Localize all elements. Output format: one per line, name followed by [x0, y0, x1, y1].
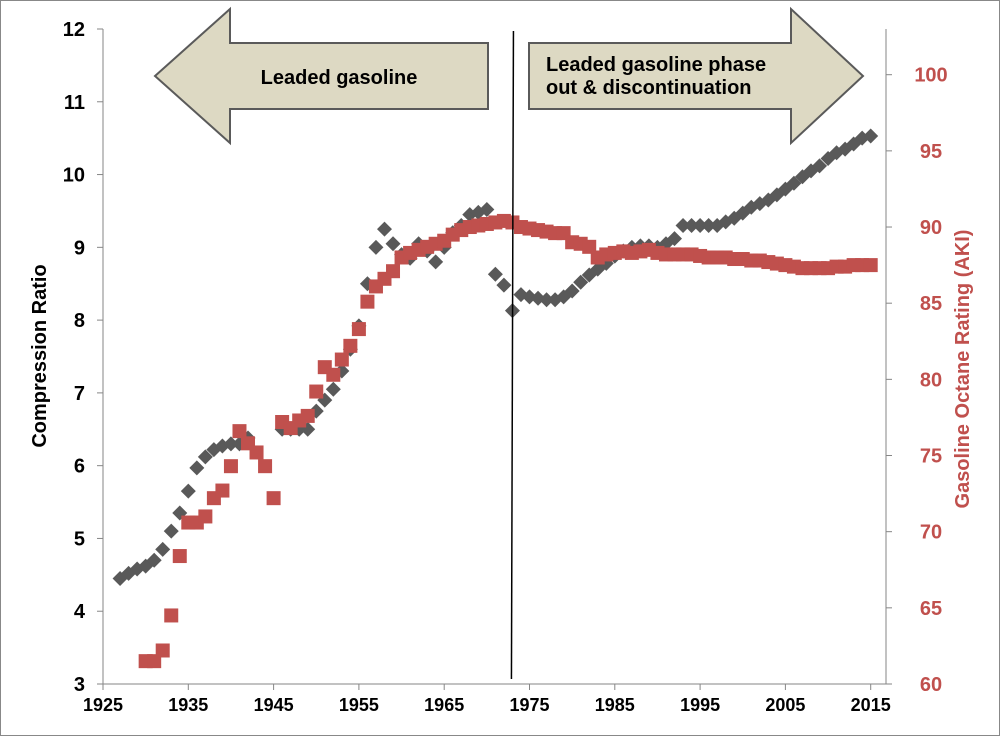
- compression-ratio-point: [573, 274, 589, 290]
- x-tick-label: 1955: [339, 695, 379, 715]
- octane-rating-point: [249, 445, 264, 460]
- right-y-axis-title: Gasoline Octane Rating (AKI): [952, 230, 974, 509]
- x-tick-label: 2005: [765, 695, 805, 715]
- octane-rating-point: [164, 608, 179, 623]
- y2-tick-label: 70: [920, 522, 942, 544]
- x-tick-label: 1985: [595, 695, 635, 715]
- leaded-arrow-shape: [153, 6, 489, 146]
- compression-ratio-point: [223, 436, 239, 452]
- octane-rating-point: [309, 384, 324, 399]
- x-axis-ticks: 1925 1935 1945 1955 1965 1975 1985 1995 2005 2015: [83, 684, 891, 715]
- x-tick-label: 1935: [168, 695, 208, 715]
- compression-ratio-point: [863, 128, 879, 144]
- y-tick-label: 11: [64, 92, 85, 114]
- octane-rating-point: [258, 459, 273, 474]
- phaseout-arrow-label-line1: Leaded gasoline phase: [546, 54, 766, 76]
- y2-tick-label: 60: [920, 674, 942, 696]
- x-tick-label: 1965: [424, 695, 464, 715]
- compression-ratio-point: [812, 158, 828, 174]
- y-tick-label: 4: [74, 601, 86, 623]
- y2-tick-label: 90: [920, 217, 942, 239]
- y-tick-label: 10: [63, 165, 85, 187]
- y-tick-label: 12: [63, 19, 85, 41]
- octane-rating-point: [147, 654, 162, 669]
- octane-rating-point: [863, 258, 878, 273]
- compression-ratio-point: [146, 552, 162, 568]
- octane-rating-point: [334, 352, 349, 367]
- compression-ratio-point: [155, 541, 171, 557]
- octane-rating-point: [266, 491, 281, 506]
- octane-rating-point: [351, 322, 366, 337]
- octane-rating-point: [155, 643, 170, 658]
- compression-ratio-point: [684, 218, 700, 233]
- leaded-phaseout-divider-line: [510, 30, 515, 680]
- compression-ratio-point: [197, 449, 213, 465]
- octane-rating-point: [300, 408, 315, 423]
- right-y-axis-ticks: 60 65 70 75 80 85 90 95 100: [886, 65, 948, 696]
- compression-ratio-point: [539, 292, 555, 308]
- octane-rating-point: [232, 424, 247, 439]
- leaded-arrow: Leaded gasoline: [153, 6, 489, 146]
- y2-tick-label: 100: [914, 65, 947, 87]
- compression-ratio-point: [376, 221, 392, 237]
- octane-rating-point: [360, 294, 375, 309]
- x-tick-label: 1995: [680, 695, 720, 715]
- compression-ratio-point: [163, 523, 179, 539]
- compression-ratio-point: [428, 254, 444, 270]
- octane-rating-point: [172, 549, 187, 564]
- compression-ratio-point: [496, 277, 512, 293]
- y-tick-label: 7: [74, 383, 85, 405]
- compression-ratio-point: [692, 218, 708, 233]
- phaseout-arrow: Leaded gasoline phase out & discontinuat…: [528, 6, 865, 146]
- compression-ratio-point: [180, 483, 196, 499]
- compression-ratio-point: [189, 460, 205, 476]
- y2-tick-label: 95: [920, 141, 942, 163]
- y-tick-label: 6: [74, 456, 85, 478]
- y2-tick-label: 80: [920, 369, 942, 391]
- octane-rating-point: [582, 239, 597, 254]
- y-tick-label: 3: [74, 674, 85, 696]
- plot-area: [103, 29, 886, 684]
- compression-ratio-point: [564, 283, 580, 299]
- phaseout-arrow-label-line2: out & discontinuation: [546, 77, 752, 99]
- x-tick-label: 1925: [83, 695, 123, 715]
- compression-ratio-point: [701, 218, 717, 233]
- octane-rating-point: [343, 338, 358, 353]
- octane-rating-point: [223, 459, 238, 474]
- x-tick-label: 1975: [509, 695, 549, 715]
- octane-rating-point: [386, 264, 401, 279]
- octane-rating-series: [138, 213, 878, 669]
- octane-rating-point: [326, 367, 341, 382]
- phaseout-arrow-shape: [528, 6, 865, 146]
- left-y-axis-title: Compression Ratio: [29, 264, 51, 447]
- y-tick-label: 9: [74, 237, 85, 259]
- y-tick-label: 5: [74, 528, 85, 550]
- octane-rating-point: [215, 483, 230, 498]
- compression-ratio-point: [675, 218, 691, 233]
- left-y-axis-ticks: 3 4 5 6 7 8 9 10 11 12: [63, 19, 103, 696]
- y2-tick-label: 75: [920, 446, 942, 468]
- compression-ratio-point: [385, 236, 401, 252]
- compression-ratio-point: [786, 175, 802, 191]
- y-tick-label: 8: [74, 310, 85, 332]
- compression-ratio-point: [325, 381, 341, 397]
- compression-ratio-point: [368, 239, 384, 255]
- compression-ratio-point: [487, 266, 503, 282]
- compression-ratio-series: [112, 128, 879, 586]
- x-tick-label: 2015: [851, 695, 891, 715]
- compression-ratio-point: [667, 231, 683, 247]
- x-tick-label: 1945: [254, 695, 294, 715]
- y2-tick-label: 85: [920, 293, 942, 315]
- y2-tick-label: 65: [920, 598, 942, 620]
- leaded-arrow-label: Leaded gasoline: [261, 67, 418, 89]
- compression-ratio-point: [479, 201, 495, 217]
- octane-rating-point: [198, 509, 213, 524]
